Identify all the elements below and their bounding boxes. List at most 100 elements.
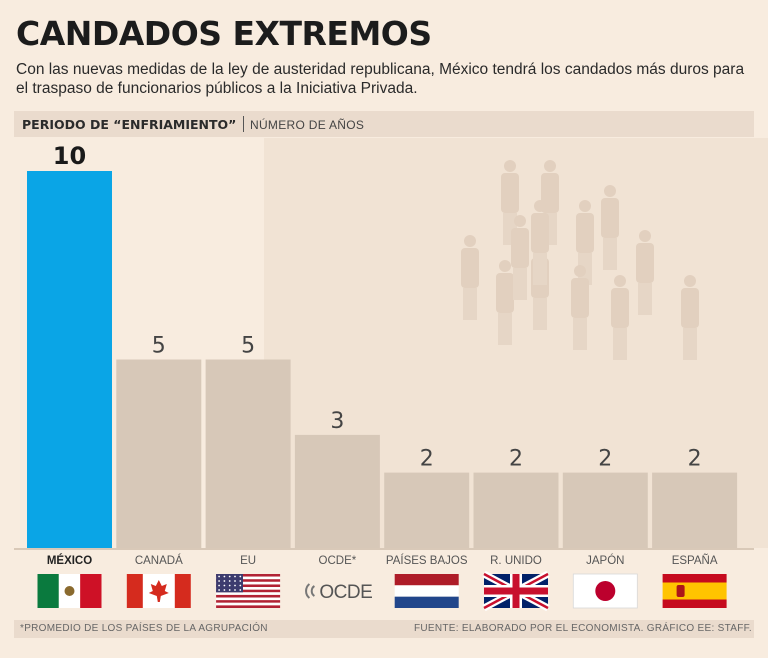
chart-header-unit: NÚMERO DE AÑOS xyxy=(250,118,365,132)
person-silhouette-legs-11 xyxy=(683,328,697,360)
value-label-mexico: 10 xyxy=(53,142,86,170)
flag-usa-star xyxy=(239,575,242,578)
bar-chart: 10 MÉXICO 5 CANADÁ 5 EU 3 OCDE* 2 PAÍSES BAJOS 2 R.… xyxy=(27,142,738,612)
footnote: *PROMEDIO DE LOS PAÍSES DE LA AGRUPACIÓN xyxy=(20,623,268,634)
flag-canada-left-band xyxy=(126,574,143,608)
bar-spain xyxy=(652,472,738,548)
flag-usa-stripe-7 xyxy=(216,592,281,595)
bar-japan xyxy=(562,472,648,548)
category-label-canada: CANADÁ xyxy=(135,554,183,567)
person-silhouette-body-3 xyxy=(501,173,519,213)
category-label-ocde: OCDE* xyxy=(319,555,357,567)
flag-usa-canton xyxy=(216,574,243,593)
flag-usa-star xyxy=(234,589,236,591)
flag-usa-stripe-8 xyxy=(216,594,281,598)
flag-usa-star xyxy=(223,580,226,582)
chart-header-bar: PERIODO DE “ENFRIAMIENTO” NÚMERO DE AÑOS xyxy=(14,111,754,137)
category-label-netherlands: PAÍSES BAJOS xyxy=(386,554,468,567)
person-silhouette-legs-7 xyxy=(603,238,617,270)
person-silhouette-head-7 xyxy=(604,185,616,197)
person-silhouette-body-1 xyxy=(496,273,514,313)
person-silhouette-head-6 xyxy=(534,200,546,212)
flag-usa-stripe-4 xyxy=(216,584,281,588)
flag-netherlands-red xyxy=(394,574,459,586)
flag-usa-stripe-9 xyxy=(216,597,281,601)
category-label-usa: EU xyxy=(240,555,256,567)
flag-netherlands-white xyxy=(394,585,459,597)
category-label-spain: ESPAÑA xyxy=(672,554,718,567)
person-silhouette-head-10 xyxy=(614,275,626,287)
flag-usa-star xyxy=(228,584,231,587)
person-silhouette-legs-10 xyxy=(613,328,627,360)
flag-spain-red-top xyxy=(662,574,727,583)
flag-usa-stripe-2 xyxy=(216,579,281,582)
flag-usa-star xyxy=(218,589,221,591)
person-silhouette-body-11 xyxy=(681,288,699,328)
value-label-japan: 2 xyxy=(598,447,612,472)
value-label-uk: 2 xyxy=(509,447,523,472)
person-silhouette-head-9 xyxy=(574,265,586,277)
flag-mexico-red xyxy=(80,574,102,608)
person-silhouette-body-10 xyxy=(611,288,629,328)
value-label-netherlands: 2 xyxy=(420,447,434,472)
person-silhouette-head-4 xyxy=(544,160,556,172)
flag-spain-yellow xyxy=(662,582,727,600)
chart-baseline xyxy=(14,548,754,550)
person-silhouette-legs-2 xyxy=(533,298,547,330)
ocde-logo-arc-1 xyxy=(305,583,311,599)
flag-usa-star xyxy=(239,589,242,591)
person-silhouette-legs-1 xyxy=(498,313,512,345)
person-silhouette-body-12 xyxy=(511,228,529,268)
flag-usa-stripe-0 xyxy=(216,574,281,577)
flag-usa-star xyxy=(223,575,226,578)
flag-usa-stripe-1 xyxy=(216,576,281,580)
person-silhouette-legs-8 xyxy=(638,283,652,315)
flag-usa-star xyxy=(228,589,231,591)
flag-usa-star xyxy=(239,580,242,582)
person-silhouette-body-0 xyxy=(461,248,479,288)
flag-usa-star xyxy=(228,580,231,582)
person-silhouette-body-9 xyxy=(571,278,589,318)
footer-bar xyxy=(14,620,754,638)
flag-usa-stripe-11 xyxy=(216,602,281,606)
flag-japan-sun xyxy=(595,581,616,601)
flag-usa-stripe-3 xyxy=(216,581,281,585)
flag-spain-red-bottom xyxy=(662,599,727,608)
bar-netherlands xyxy=(384,472,470,548)
ocde-logo-arc-2 xyxy=(310,585,316,597)
flag-usa-star xyxy=(218,584,221,587)
ocde-logo-text: OCDE xyxy=(319,582,372,603)
category-label-mexico: MÉXICO xyxy=(47,554,92,567)
person-silhouette-head-3 xyxy=(504,160,516,172)
flag-usa-star xyxy=(218,575,221,578)
person-silhouette-body-6 xyxy=(531,213,549,253)
chart-header-title: PERIODO DE “ENFRIAMIENTO” xyxy=(22,117,237,132)
bar-mexico xyxy=(27,171,112,548)
flag-uk-cross-red-h xyxy=(484,587,548,595)
flag-usa-star xyxy=(234,575,236,578)
flag-usa-star xyxy=(223,584,226,587)
flag-usa-star xyxy=(234,584,236,587)
flag-usa-stripe-12 xyxy=(216,605,281,608)
flag-usa-stripe-6 xyxy=(216,589,281,593)
flag-usa-star xyxy=(234,580,236,582)
flag-usa-stripe-5 xyxy=(216,587,281,590)
flag-usa-star xyxy=(223,589,226,591)
header-separator xyxy=(243,116,244,132)
person-silhouette-body-5 xyxy=(576,213,594,253)
source-note: FUENTE: ELABORADO POR EL ECONOMISTA. GRÁ… xyxy=(413,623,752,634)
flag-usa-star xyxy=(228,575,231,578)
category-label-japan: JAPÓN xyxy=(586,554,624,567)
person-silhouette-body-4 xyxy=(541,173,559,213)
bar-uk xyxy=(473,472,559,548)
value-label-spain: 2 xyxy=(688,447,702,472)
bar-usa xyxy=(205,359,291,548)
person-silhouette-body-8 xyxy=(636,243,654,283)
flag-canada-maple-leaf xyxy=(148,580,169,602)
person-silhouette-legs-0 xyxy=(463,288,477,320)
flag-netherlands-blue xyxy=(394,596,459,608)
flag-mexico-green xyxy=(37,574,59,608)
value-label-usa: 5 xyxy=(241,334,255,359)
person-silhouette-legs-6 xyxy=(533,253,547,285)
flag-spain-coat-of-arms xyxy=(676,585,685,597)
